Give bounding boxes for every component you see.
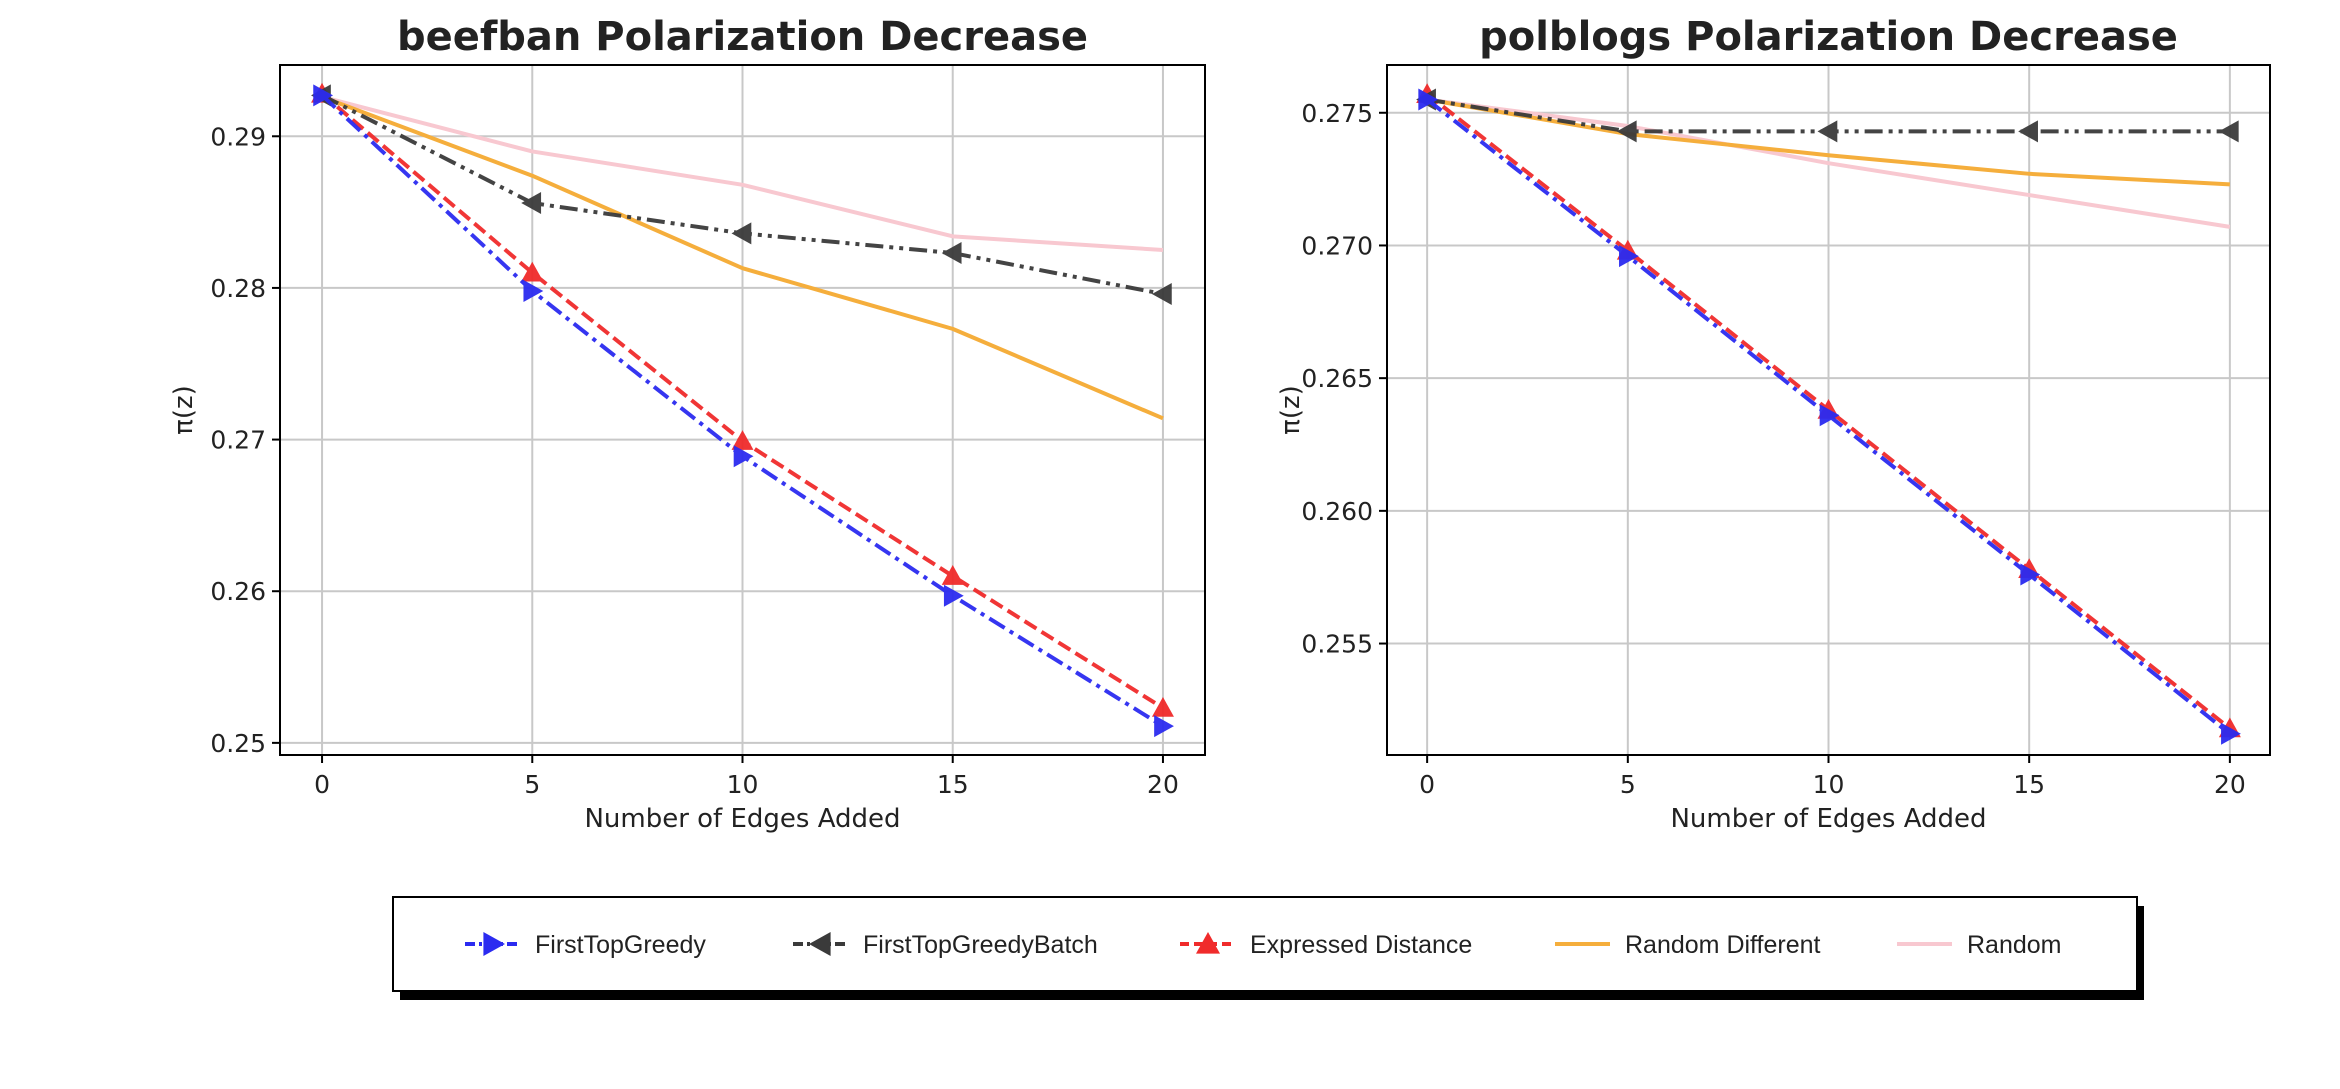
data-point (521, 261, 544, 282)
data-point (733, 445, 754, 468)
y-tick-label: 0.275 (1301, 99, 1373, 128)
x-axis-label: Number of Edges Added (1670, 804, 1986, 834)
chart-title: beefban Polarization Decrease (397, 14, 1088, 60)
data-point (1616, 120, 1637, 143)
data-point (1418, 88, 1439, 111)
y-tick-label: 0.265 (1301, 364, 1373, 393)
x-tick-label: 10 (727, 770, 759, 799)
x-tick-label: 10 (1813, 770, 1845, 799)
series-lines (311, 82, 1174, 738)
tick-marks: 0 5 10 15 20 0.255 0.260 0.265 0.270 0.275 (1301, 99, 2245, 799)
grid-lines (280, 65, 1205, 755)
series-line (1426, 97, 2231, 229)
y-tick-label: 0.25 (210, 729, 266, 758)
series-line (321, 94, 1164, 421)
chart-title: polblogs Polarization Decrease (1479, 14, 2178, 60)
series-firsttopgreedy (1418, 88, 2241, 745)
data-point (731, 222, 752, 245)
series-line (321, 94, 1164, 253)
y-axis-label: π(z) (1276, 385, 1306, 435)
legend-entry-expressed-distance: Expressed Distance (1180, 931, 1472, 959)
x-tick-label: 5 (1620, 770, 1636, 799)
x-tick-label: 0 (314, 770, 330, 799)
y-tick-label: 0.270 (1301, 231, 1373, 260)
data-point (523, 279, 544, 302)
legend-label: Random (1967, 931, 2062, 959)
chart-beefban: 0 5 10 15 20 0.25 0.26 0.27 0.28 0.29 beefban Pol… (169, 14, 1206, 834)
x-tick-label: 20 (2214, 770, 2246, 799)
data-point (1151, 282, 1172, 305)
data-point (1619, 245, 1639, 268)
data-point (1154, 715, 1174, 738)
data-point (2018, 120, 2038, 143)
x-tick-label: 5 (524, 770, 540, 799)
data-point (1819, 404, 1840, 427)
legend-entry-firsttopgreedy: FirstTopGreedy (465, 931, 706, 959)
legend-label: Random Different (1625, 931, 1821, 959)
legend-label: Expressed Distance (1250, 931, 1472, 959)
data-point (941, 565, 964, 585)
legend-label: FirstTopGreedy (535, 931, 706, 959)
x-tick-label: 20 (1147, 770, 1179, 799)
legend-box (392, 896, 2138, 992)
y-tick-label: 0.28 (210, 274, 266, 303)
legend: FirstTopGreedy FirstTopGreedyBatch Express… (392, 896, 2144, 1000)
tick-marks: 0 5 10 15 20 0.25 0.26 0.27 0.28 0.29 (210, 122, 1179, 799)
data-point (1151, 696, 1174, 717)
legend-marker (809, 932, 831, 956)
legend-marker (1196, 932, 1220, 954)
legend-entry-firsttopgreedybatch: FirstTopGreedyBatch (793, 931, 1098, 959)
x-tick-label: 15 (2013, 770, 2045, 799)
data-point (2218, 120, 2239, 143)
series-lines (1416, 83, 2241, 745)
y-tick-label: 0.29 (210, 122, 266, 151)
y-tick-label: 0.255 (1301, 630, 1373, 659)
data-point (2020, 563, 2041, 586)
series-firsttopgreedy (313, 84, 1174, 738)
data-point (943, 584, 964, 607)
chart-polblogs: 0 5 10 15 20 0.255 0.260 0.265 0.270 0.275 polblo… (1276, 14, 2271, 834)
legend-entry-random-different: Random Different (1555, 931, 1821, 959)
y-tick-label: 0.260 (1301, 497, 1373, 526)
x-axis-label: Number of Edges Added (584, 804, 900, 834)
x-tick-label: 0 (1419, 770, 1435, 799)
series-random (1426, 97, 2231, 229)
data-point (2221, 722, 2241, 745)
series-random-different (321, 94, 1164, 421)
legend-items: FirstTopGreedy FirstTopGreedyBatch Express… (465, 931, 2062, 959)
data-point (941, 242, 962, 265)
data-point (313, 84, 334, 107)
legend-label: FirstTopGreedyBatch (863, 931, 1098, 959)
legend-entry-random: Random (1897, 931, 2062, 959)
y-tick-label: 0.27 (210, 426, 266, 455)
y-tick-label: 0.26 (210, 577, 266, 606)
data-point (731, 430, 754, 450)
legend-marker (483, 932, 505, 956)
data-point (1817, 120, 1838, 143)
data-point (521, 192, 542, 214)
series-random (321, 94, 1164, 253)
y-axis-label: π(z) (169, 385, 199, 435)
x-tick-label: 15 (937, 770, 969, 799)
grid-lines (1387, 65, 2270, 755)
